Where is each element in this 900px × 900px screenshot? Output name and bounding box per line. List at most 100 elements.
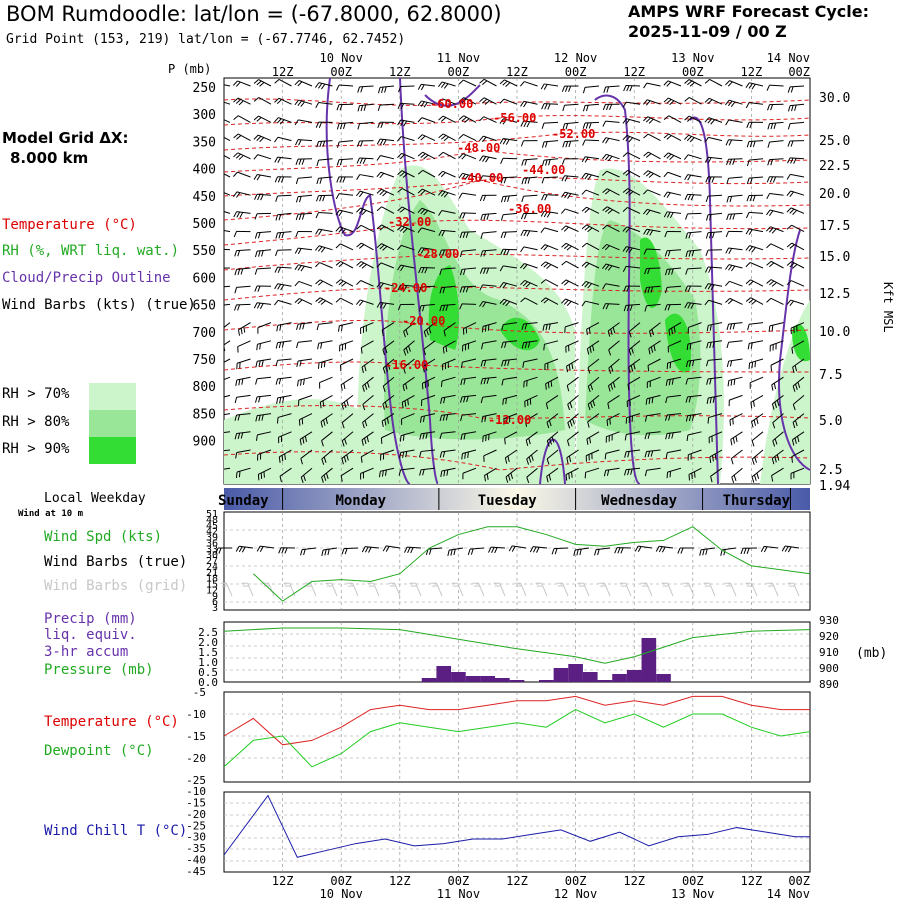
xs-wind-barb [237, 80, 251, 87]
wind-barbs-grid-label: Wind Barbs (grid) [44, 578, 188, 594]
xs-wind-barb-feather [440, 380, 443, 388]
top-time-tick: 00Z [330, 65, 352, 79]
xs-wind-barb-feather [602, 120, 607, 127]
xs-wind-barb-feather [420, 135, 426, 141]
precip-bar [597, 680, 613, 682]
precip-bar [421, 678, 437, 682]
xs-wind-barb [567, 413, 579, 423]
xs-wind-barb-feather [446, 469, 449, 476]
xs-wind-barb-feather [458, 153, 464, 159]
xs-wind-barb [566, 449, 579, 459]
xs-wind-barb-feather [707, 417, 710, 424]
temp-contour-label-44: -44.00 [522, 163, 565, 177]
xs-wind-barb-feather [584, 263, 590, 268]
xs-wind-barb-feather [480, 397, 484, 404]
xs-wind-barb [708, 413, 723, 419]
xs-wind-barb-feather [237, 329, 240, 336]
xs-wind-barb-feather [569, 402, 573, 409]
xs-wind-barb-feather [729, 196, 733, 203]
axis-tick: -20 [186, 808, 206, 821]
xs-wind-barb-feather [644, 451, 648, 458]
xs-wind-barb-feather [240, 432, 244, 439]
xs-wind-barb [298, 376, 313, 381]
xs-wind-barb-feather [315, 297, 321, 302]
xs-wind-barb [381, 188, 395, 196]
xs-wind-barb-feather [625, 171, 631, 177]
xs-wind-barb [750, 394, 764, 403]
xs-wind-barb-feather [423, 349, 426, 356]
xs-wind-barb-feather [663, 80, 669, 86]
height-tick: 12.5 [819, 287, 850, 302]
xs-wind-barb-feather [751, 440, 755, 447]
xs-wind-barb-feather [525, 282, 531, 288]
xs-wind-barb-feather [241, 378, 244, 385]
xs-wind-barb-feather [766, 260, 772, 266]
wind-barb-true [260, 545, 275, 549]
xs-wind-barb-feather [339, 104, 343, 111]
xs-wind-barb-feather [622, 226, 628, 232]
xs-wind-barb-feather [296, 360, 299, 367]
xs-wind-barb-feather [279, 119, 285, 125]
xs-wind-barb [708, 212, 723, 216]
xs-wind-barb-feather [524, 323, 528, 330]
xs-wind-barb-feather [543, 262, 549, 268]
xs-wind-barb-feather [319, 141, 323, 148]
xs-wind-barb-feather [294, 281, 300, 287]
xs-wind-barb-feather [301, 158, 305, 165]
xs-wind-barb [224, 101, 231, 105]
wind-barb-true-feather [303, 549, 306, 556]
xs-wind-barb [647, 116, 661, 123]
xs-wind-barb [791, 340, 805, 349]
xs-wind-barb [257, 449, 272, 456]
wind-barb-true [764, 545, 779, 549]
xs-wind-barb [298, 264, 313, 269]
xs-wind-barb-feather [217, 268, 219, 274]
pressure-tick: 300 [193, 108, 216, 123]
xs-wind-barb [258, 115, 272, 123]
xs-wind-barb-feather [399, 435, 402, 442]
height-axis: 30.025.022.520.017.515.012.510.07.55.02.… [819, 91, 850, 494]
wind-barb-true [406, 546, 422, 549]
xs-wind-barb-feather [458, 173, 463, 179]
xs-wind-barb-feather [462, 286, 466, 293]
precip-accum-label: 3-hr accum [44, 644, 129, 660]
pressure-tick: 800 [193, 380, 216, 395]
xs-wind-barb-feather [274, 176, 278, 183]
wind-barb-grid [646, 582, 653, 597]
xs-wind-barb [462, 172, 477, 178]
xs-wind-barb [318, 140, 333, 142]
xs-wind-barb-feather [335, 209, 340, 216]
xs-wind-barb [340, 376, 354, 386]
xs-wind-barb-feather [276, 325, 279, 332]
xs-wind-barb-feather [540, 279, 547, 284]
xs-wind-barb-feather [520, 140, 524, 147]
wind-barb-true-feather [573, 549, 576, 556]
xs-wind-barb [360, 322, 374, 329]
xs-wind-barb [340, 467, 354, 477]
xs-wind-barb-feather [609, 418, 611, 425]
xs-wind-barb-feather [318, 298, 324, 304]
axis-tick: 48 [206, 515, 218, 526]
xs-wind-barb-feather [381, 420, 384, 428]
xs-wind-barb [442, 190, 456, 196]
xs-wind-barb [359, 190, 374, 196]
xs-wind-barb [503, 118, 518, 123]
xs-wind-barb [482, 300, 497, 305]
wind-barb-true-feather [536, 547, 540, 553]
wind-barb-grid [352, 582, 359, 597]
xs-wind-barb [646, 467, 661, 471]
wind-barb-true-feather [404, 546, 408, 553]
xs-wind-barb-feather [233, 191, 238, 198]
top-time-tick: 12Z [623, 65, 645, 79]
xs-wind-barb [257, 376, 272, 380]
xs-wind-barb-feather [571, 471, 573, 478]
xs-wind-barb-feather [501, 342, 504, 349]
xs-wind-barb-feather [586, 438, 589, 445]
top-time-tick: 12Z [506, 65, 528, 79]
xs-wind-barb-feather [479, 97, 485, 103]
xs-wind-barb [770, 358, 784, 366]
xs-wind-barb [544, 227, 559, 233]
xs-wind-barb [503, 138, 518, 142]
xs-wind-barb-feather [259, 343, 261, 350]
xs-wind-barb-feather [384, 419, 387, 426]
